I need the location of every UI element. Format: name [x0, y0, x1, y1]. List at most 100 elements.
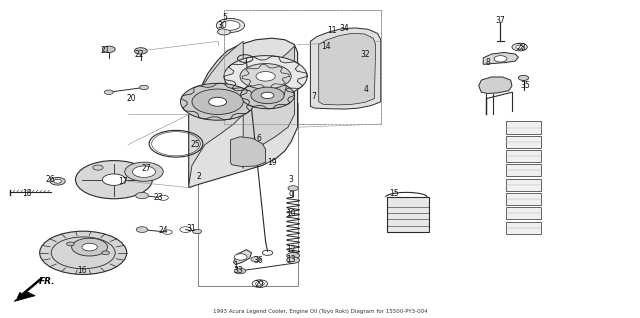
- Circle shape: [209, 97, 227, 106]
- Circle shape: [251, 257, 261, 262]
- Text: 1: 1: [233, 261, 238, 270]
- Circle shape: [216, 18, 244, 32]
- Circle shape: [104, 90, 113, 94]
- Text: 28: 28: [517, 43, 526, 52]
- Circle shape: [218, 29, 230, 35]
- Bar: [224, 10, 381, 124]
- Text: 5: 5: [223, 13, 228, 22]
- Text: 21: 21: [101, 46, 110, 55]
- Text: 15: 15: [388, 190, 399, 198]
- Circle shape: [251, 87, 284, 104]
- Polygon shape: [14, 291, 35, 301]
- Circle shape: [76, 161, 152, 199]
- Circle shape: [255, 281, 264, 286]
- Circle shape: [163, 230, 172, 234]
- Circle shape: [193, 229, 202, 234]
- Circle shape: [256, 72, 275, 81]
- Circle shape: [102, 46, 115, 52]
- Circle shape: [40, 231, 127, 274]
- Circle shape: [252, 280, 268, 287]
- Text: 33: 33: [233, 266, 243, 275]
- Circle shape: [132, 166, 156, 177]
- Text: 35: 35: [520, 81, 530, 90]
- Text: FR.: FR.: [38, 277, 55, 286]
- Text: 20: 20: [126, 94, 136, 103]
- Text: 11: 11: [327, 26, 336, 35]
- Circle shape: [72, 238, 108, 256]
- Circle shape: [180, 83, 255, 120]
- Circle shape: [93, 165, 103, 170]
- Circle shape: [261, 92, 274, 99]
- Circle shape: [82, 243, 97, 251]
- Text: 27: 27: [141, 164, 151, 173]
- Text: 3: 3: [289, 175, 294, 184]
- Text: 9: 9: [289, 191, 294, 200]
- Circle shape: [234, 254, 247, 260]
- Polygon shape: [242, 46, 294, 169]
- Polygon shape: [189, 41, 243, 184]
- Bar: [506, 179, 541, 191]
- Circle shape: [180, 227, 191, 232]
- Bar: [506, 121, 541, 134]
- Text: 4: 4: [364, 85, 369, 93]
- Circle shape: [516, 45, 524, 49]
- Circle shape: [288, 186, 298, 191]
- Text: 31: 31: [186, 225, 196, 233]
- Circle shape: [136, 192, 148, 199]
- Text: 19: 19: [267, 158, 277, 167]
- Polygon shape: [230, 137, 266, 167]
- Text: 37: 37: [495, 16, 506, 25]
- Text: 17: 17: [118, 177, 128, 186]
- Circle shape: [102, 251, 109, 255]
- Bar: [506, 136, 541, 148]
- Text: 13: 13: [286, 255, 296, 264]
- Text: 18: 18: [22, 190, 31, 198]
- Text: 30: 30: [218, 21, 228, 30]
- Bar: [506, 150, 541, 162]
- Text: 14: 14: [321, 42, 332, 51]
- Polygon shape: [189, 38, 298, 188]
- Circle shape: [51, 237, 115, 269]
- Circle shape: [158, 195, 168, 200]
- Polygon shape: [234, 250, 252, 265]
- Circle shape: [494, 56, 507, 62]
- Text: 16: 16: [77, 266, 87, 275]
- Circle shape: [102, 174, 125, 185]
- Polygon shape: [310, 28, 381, 109]
- Text: 7: 7: [311, 93, 316, 101]
- Text: 2: 2: [196, 172, 201, 181]
- Circle shape: [240, 64, 291, 89]
- Circle shape: [125, 162, 163, 181]
- Bar: [198, 103, 298, 286]
- Polygon shape: [483, 52, 518, 64]
- Bar: [506, 207, 541, 219]
- Text: 12: 12: [287, 245, 296, 254]
- Circle shape: [287, 257, 300, 263]
- Text: 10: 10: [286, 209, 296, 218]
- Text: 32: 32: [360, 50, 370, 59]
- Circle shape: [241, 82, 294, 109]
- Text: 34: 34: [339, 24, 349, 33]
- Circle shape: [140, 85, 148, 90]
- Circle shape: [224, 56, 307, 97]
- Circle shape: [50, 177, 65, 185]
- Circle shape: [192, 89, 243, 114]
- Polygon shape: [319, 33, 376, 105]
- Polygon shape: [479, 77, 512, 93]
- Text: 8: 8: [485, 58, 490, 66]
- Circle shape: [134, 48, 147, 54]
- Circle shape: [221, 21, 240, 30]
- Bar: [506, 222, 541, 234]
- Circle shape: [54, 179, 61, 183]
- Circle shape: [287, 252, 300, 259]
- Bar: [506, 193, 541, 205]
- Text: 36: 36: [253, 256, 263, 265]
- Circle shape: [234, 268, 246, 274]
- Text: 25: 25: [190, 140, 200, 149]
- Circle shape: [136, 227, 148, 232]
- Bar: [387, 197, 429, 232]
- Text: 24: 24: [158, 226, 168, 235]
- Text: 1993 Acura Legend Cooler, Engine Oil (Toyo Roki) Diagram for 15500-PY3-004: 1993 Acura Legend Cooler, Engine Oil (To…: [212, 309, 428, 314]
- Text: 23: 23: [154, 193, 164, 202]
- Text: 29: 29: [254, 280, 264, 289]
